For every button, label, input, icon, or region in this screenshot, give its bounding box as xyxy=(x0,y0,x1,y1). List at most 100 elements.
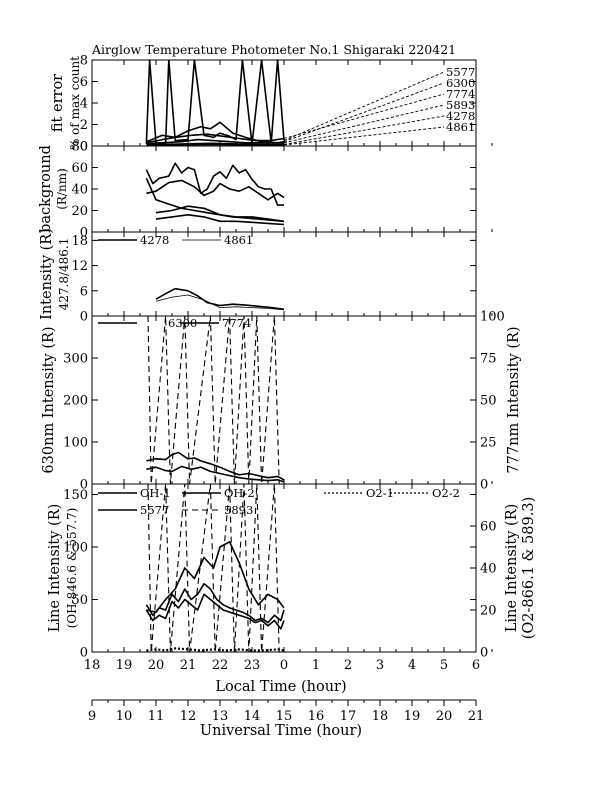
local-tick-label: 19 xyxy=(116,658,133,673)
y-tick-label: 80 xyxy=(71,140,88,155)
y-right-tick-label: 25 xyxy=(480,436,497,451)
panel-intensity-4278-4861: 0 6 12 18 Intensity (R) 427.8/486.1 4278 4861 xyxy=(39,228,493,325)
local-tick-label: 22 xyxy=(212,658,229,673)
y-right-axis-label: Line Intensity (R) xyxy=(504,504,520,633)
y-tick-label: 8 xyxy=(80,54,88,69)
y-tick-label: 0 xyxy=(80,478,88,493)
y-tick-label: 0 xyxy=(80,646,88,661)
y-right-tick-label: 60 xyxy=(480,520,497,535)
legend-leader-6300 xyxy=(283,82,445,143)
local-time-axis: 18 19 20 21 22 23 0 1 2 3 4 5 6 xyxy=(84,658,480,673)
legend-leader-7774 xyxy=(283,93,445,139)
y-tick-label: 100 xyxy=(63,541,88,556)
local-tick-label: 23 xyxy=(244,658,261,673)
y-axis-label: Line Intensity (R) xyxy=(47,504,63,633)
local-tick-label: 3 xyxy=(376,658,384,673)
legend-label-7774: 7774 xyxy=(222,316,251,330)
panels: 0 2 4 6 8 fit error% of max count 5577 6 300 7774… xyxy=(38,54,537,661)
ut-tick-label: 10 xyxy=(116,709,133,724)
y-axis-label: background xyxy=(38,145,54,233)
ut-tick-label: 14 xyxy=(244,709,261,724)
y-tick-label: 200 xyxy=(63,394,88,409)
universal-time-axis: 9 10 11 12 13 14 15 16 17 18 19 20 21 xyxy=(88,699,485,724)
legend-label-5577: 5577 xyxy=(446,65,475,79)
y-tick-label: 6 xyxy=(80,75,88,90)
y-tick-label: 60 xyxy=(71,161,88,176)
ut-tick-label: 15 xyxy=(276,709,293,724)
ut-tick-label: 19 xyxy=(404,709,421,724)
ut-tick-label: 16 xyxy=(308,709,325,724)
y-axis-label: % of max count xyxy=(68,56,82,150)
y-axis-label: (OH-846.6 & 557.7) xyxy=(65,508,79,629)
legend-leader-4861 xyxy=(283,126,445,146)
series-line-4861 xyxy=(155,294,285,311)
y-tick-label: 40 xyxy=(71,183,88,198)
series-line-5893 xyxy=(146,138,284,145)
y-right-tick-label: 0 xyxy=(480,646,488,661)
local-tick-label: 5 xyxy=(440,658,448,673)
y-tick-label: 2 xyxy=(80,118,88,133)
local-time-axis-label: Local Time (hour) xyxy=(215,679,346,695)
local-tick-label: 21 xyxy=(180,658,197,673)
legend-label-7774: 7774 xyxy=(446,87,475,101)
series-line-trace-1 xyxy=(146,179,285,201)
series-line-trace-4 xyxy=(155,214,285,226)
legend-label-O2-1: O2-1 xyxy=(366,486,394,500)
y-tick-label: 0 xyxy=(80,310,88,325)
y-axis-label: 630nm Intensity (R) xyxy=(41,326,57,473)
panel-series xyxy=(145,484,285,652)
panel-series xyxy=(145,162,285,226)
panel-fit-error: 0 2 4 6 8 fit error% of max count 557763007774… xyxy=(50,54,493,155)
y-tick-label: 18 xyxy=(71,234,88,249)
panel-630-777: 0 100 200 300 0 25 50 75 100 630nm Intensity (R) 7… xyxy=(41,310,522,493)
legend-label-OH-2: OH-2 xyxy=(224,486,255,500)
y-right-tick-label: 50 xyxy=(480,394,497,409)
series-line-5577 xyxy=(145,593,285,630)
y-tick-label: 4 xyxy=(80,97,88,112)
universal-time-axis-label: Universal Time (hour) xyxy=(200,723,362,739)
y-right-tick-label: 40 xyxy=(480,562,497,577)
series-line-trace-2 xyxy=(147,316,280,484)
local-tick-label: 6 xyxy=(472,658,480,673)
y-tick-label: 0 xyxy=(80,226,88,241)
y-tick-label: 6 xyxy=(80,284,88,299)
series-line-7774 xyxy=(146,465,285,483)
series-line-7774 xyxy=(146,133,285,144)
series-line-trace-3 xyxy=(155,205,285,223)
series-line-5893 xyxy=(147,484,280,652)
legend-leader-4278 xyxy=(283,115,445,145)
local-tick-label: 18 xyxy=(84,658,101,673)
y-right-axis-label: (O2-866.1 & 589.3) xyxy=(521,497,537,639)
y-right-tick-label: 100 xyxy=(480,310,505,325)
y-tick-label: 20 xyxy=(71,204,88,219)
legend-label-4861: 4861 xyxy=(446,120,475,134)
panel-series xyxy=(146,316,285,484)
y-right-tick-label: 75 xyxy=(480,352,497,367)
y-tick-label: 300 xyxy=(63,352,88,367)
local-tick-label: 20 xyxy=(148,658,165,673)
ut-tick-label: 21 xyxy=(468,709,485,724)
series-line-OH-2 xyxy=(146,540,285,613)
y-right-tick-label: 20 xyxy=(480,604,497,619)
legend-label-4861: 4861 xyxy=(224,233,253,247)
local-tick-label: 4 xyxy=(408,658,416,673)
y-tick-label: 12 xyxy=(71,259,88,274)
ut-tick-label: 9 xyxy=(88,709,96,724)
ut-tick-label: 13 xyxy=(212,709,229,724)
ut-tick-label: 11 xyxy=(148,709,165,724)
y-axis-label: (R/nm) xyxy=(55,168,69,210)
legend-label-O2-2: O2-2 xyxy=(432,486,460,500)
ut-tick-label: 17 xyxy=(340,709,357,724)
y-axis-label: Intensity (R) xyxy=(39,228,55,320)
local-tick-label: 0 xyxy=(280,658,288,673)
local-tick-label: 1 xyxy=(312,658,320,673)
legend-label-5893: 5893 xyxy=(446,98,475,112)
series-line-4861 xyxy=(146,143,284,146)
series-line-trace-2 xyxy=(145,177,285,223)
y-axis-label: fit error xyxy=(50,74,66,132)
y-tick-label: 0 xyxy=(80,140,88,155)
legend-label-5893: 5893 xyxy=(224,503,253,517)
legend-label-OH-1: OH-1 xyxy=(140,486,171,500)
